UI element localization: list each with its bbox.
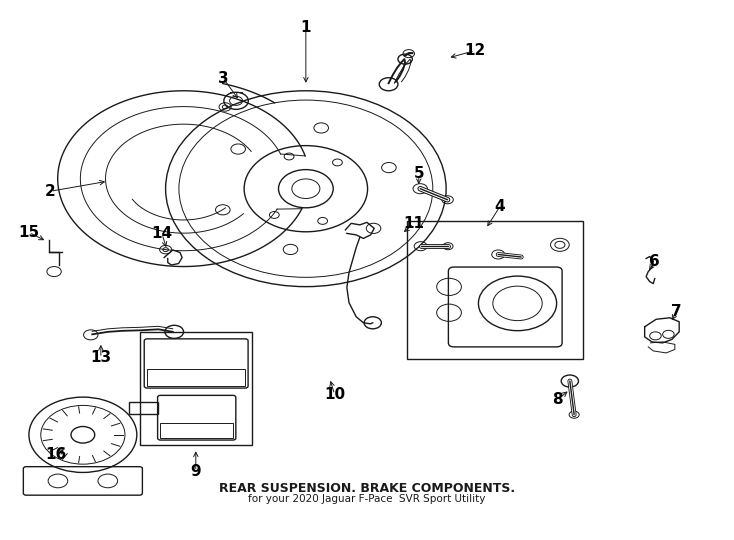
Bar — [147, 369, 245, 386]
Text: 3: 3 — [218, 71, 228, 86]
Text: 1: 1 — [301, 21, 311, 36]
Text: 15: 15 — [18, 225, 40, 240]
Text: 7: 7 — [671, 304, 682, 319]
Text: 2: 2 — [45, 184, 56, 199]
Text: 11: 11 — [403, 217, 424, 231]
Bar — [161, 423, 233, 438]
Bar — [140, 332, 252, 445]
Bar — [128, 402, 159, 414]
Text: 4: 4 — [495, 199, 506, 214]
Text: 13: 13 — [90, 350, 112, 366]
Text: 9: 9 — [191, 464, 201, 479]
Text: 5: 5 — [413, 166, 424, 181]
Text: 6: 6 — [650, 254, 660, 269]
Text: for your 2020 Jaguar F-Pace  SVR Sport Utility: for your 2020 Jaguar F-Pace SVR Sport Ut… — [248, 494, 486, 504]
Text: 16: 16 — [46, 447, 67, 462]
Text: 8: 8 — [552, 392, 563, 407]
Text: 12: 12 — [465, 43, 485, 58]
Text: REAR SUSPENSION. BRAKE COMPONENTS.: REAR SUSPENSION. BRAKE COMPONENTS. — [219, 482, 515, 495]
Text: 10: 10 — [324, 387, 345, 402]
Bar — [407, 221, 583, 360]
Text: 14: 14 — [151, 226, 172, 241]
